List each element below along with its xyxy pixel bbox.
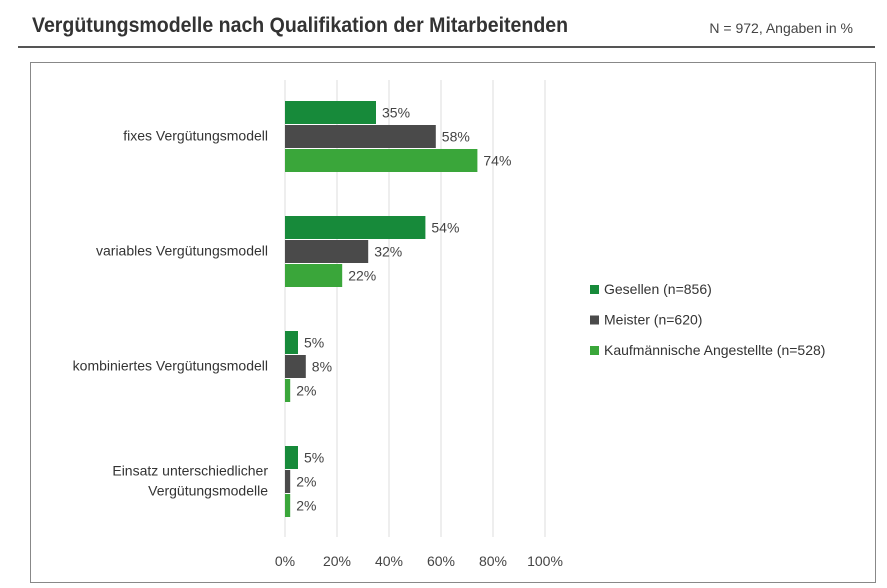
bar [285,379,291,402]
x-tick-label: 80% [479,553,507,569]
data-label: 2% [296,498,316,514]
data-label: 58% [442,129,470,145]
data-label: 32% [374,244,402,260]
category-label: Vergütungsmodelle [148,483,268,499]
chart-frame [30,62,876,583]
title-divider [18,46,875,48]
data-label: 74% [483,153,511,169]
x-tick-label: 60% [427,553,455,569]
data-label: 22% [348,268,376,284]
legend-label: Kaufmännische Angestellte (n=528) [604,342,825,358]
category-label: Einsatz unterschiedlicher [112,463,268,479]
legend-label: Meister (n=620) [604,312,702,328]
data-label: 35% [382,105,410,121]
legend-swatch [590,285,599,294]
bar [285,470,291,493]
chart-title: Vergütungsmodelle nach Qualifikation der… [32,14,569,37]
x-tick-label: 0% [275,553,295,569]
data-label: 2% [296,383,316,399]
bar [285,216,426,239]
data-label: 5% [304,450,324,466]
bar [285,494,291,517]
bar [285,331,298,354]
chart-subtitle: N = 972, Angaben in % [709,20,853,36]
data-label: 54% [431,220,459,236]
bar [285,240,369,263]
data-label: 2% [296,474,316,490]
category-label: kombiniertes Vergütungsmodell [73,358,268,374]
category-label: variables Vergütungsmodell [96,243,268,259]
bar [285,355,306,378]
legend-swatch [590,346,599,355]
bar [285,125,436,148]
bar [285,446,298,469]
legend-label: Gesellen (n=856) [604,281,712,297]
x-tick-label: 100% [527,553,563,569]
bar [285,264,343,287]
data-label: 8% [312,359,332,375]
legend-swatch [590,315,599,325]
bar [285,149,478,172]
category-label: fixes Vergütungsmodell [123,128,268,144]
data-label: 5% [304,335,324,351]
x-tick-label: 20% [323,553,351,569]
x-tick-label: 40% [375,553,403,569]
bar [285,101,376,124]
